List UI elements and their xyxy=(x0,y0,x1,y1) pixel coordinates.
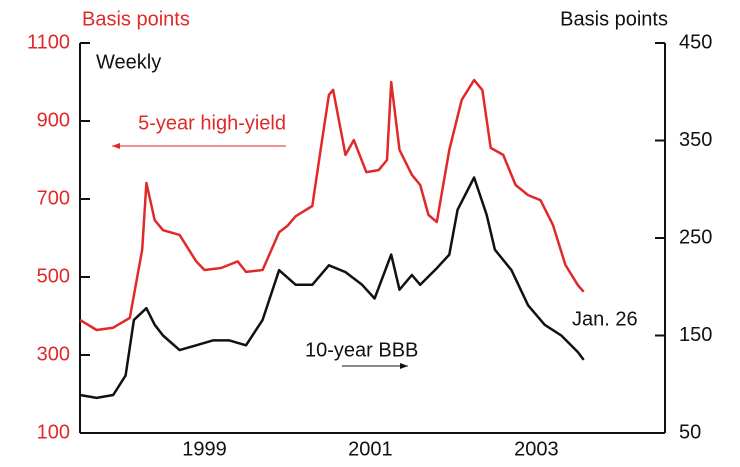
annotation: 10-year BBB xyxy=(305,339,418,361)
y2-tick-label: 150 xyxy=(679,324,712,346)
arrow-head xyxy=(112,143,120,149)
y-tick-label: 300 xyxy=(37,343,70,365)
y2-tick-label: 50 xyxy=(679,421,701,443)
series-line xyxy=(79,176,585,400)
x-tick-label: 2003 xyxy=(514,438,559,460)
y2-tick-label: 350 xyxy=(679,129,712,151)
y2-axis-label: Basis points xyxy=(560,8,668,30)
y-axis-label: Basis points xyxy=(82,8,190,30)
arrow-head xyxy=(400,363,408,369)
annotation: Weekly xyxy=(96,51,161,73)
x-tick-label: 2001 xyxy=(348,438,393,460)
y2-tick-label: 250 xyxy=(679,226,712,248)
x-tick-label: 1999 xyxy=(182,438,227,460)
annotation: 5-year high-yield xyxy=(138,112,286,134)
y2-tick-label: 450 xyxy=(679,31,712,53)
y-tick-label: 100 xyxy=(37,421,70,443)
y-tick-label: 700 xyxy=(37,187,70,209)
y-tick-label: 500 xyxy=(37,265,70,287)
y-tick-label: 900 xyxy=(37,109,70,131)
series-line xyxy=(79,78,585,332)
annotation: Jan. 26 xyxy=(572,308,638,330)
y-tick-label: 1100 xyxy=(27,31,70,53)
